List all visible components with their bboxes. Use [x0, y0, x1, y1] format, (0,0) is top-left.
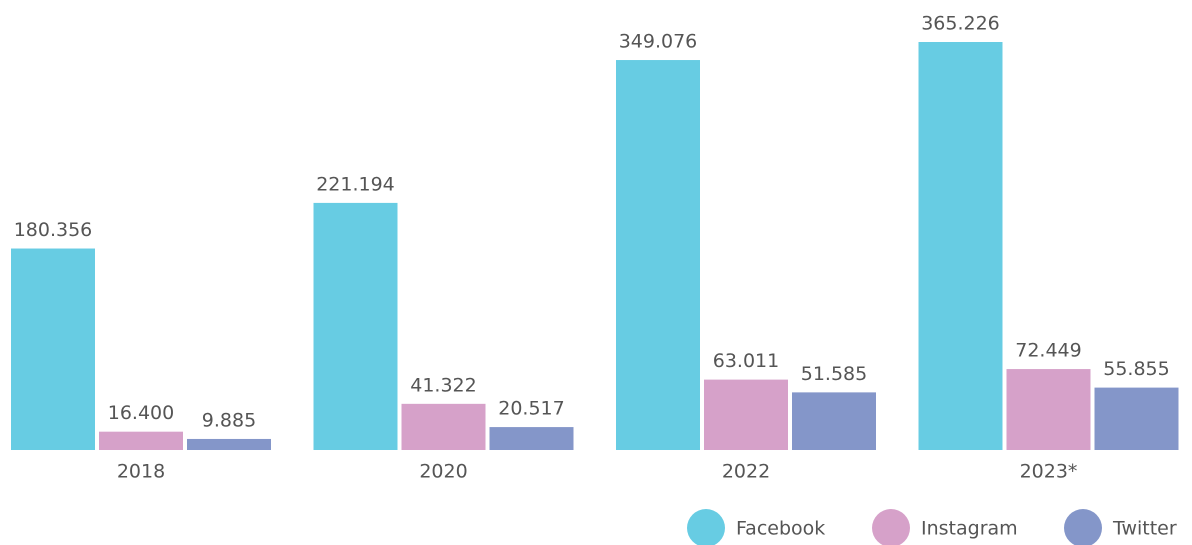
value-label: 20.517 — [498, 398, 564, 420]
legend-swatch — [687, 509, 725, 545]
bar — [918, 42, 1003, 450]
bar — [313, 202, 398, 450]
value-label: 180.356 — [14, 219, 93, 241]
bar — [489, 427, 574, 450]
bar — [99, 431, 183, 450]
legend-label: Instagram — [921, 518, 1018, 540]
value-label: 63.011 — [713, 350, 779, 372]
x-tick-label: 2022 — [722, 461, 770, 483]
bar — [1006, 369, 1091, 450]
value-label: 41.322 — [410, 374, 476, 396]
x-tick-label: 2020 — [419, 461, 467, 483]
x-tick-label: 2018 — [117, 461, 165, 483]
bar — [792, 392, 876, 450]
value-label: 9.885 — [202, 409, 256, 431]
x-tick-label: 2023* — [1020, 461, 1078, 483]
bar — [704, 379, 788, 450]
value-label: 16.400 — [108, 402, 174, 424]
legend-swatch — [872, 509, 910, 545]
value-label: 365.226 — [921, 13, 1000, 35]
bar — [1094, 387, 1179, 450]
value-label: 72.449 — [1015, 340, 1081, 362]
value-label: 51.585 — [801, 363, 867, 385]
bar — [616, 60, 700, 450]
value-label: 349.076 — [619, 31, 698, 53]
bar — [11, 248, 95, 450]
legend-swatch — [1064, 509, 1102, 545]
value-label: 55.855 — [1103, 358, 1169, 380]
bar — [401, 403, 486, 450]
legend-label: Twitter — [1112, 518, 1177, 540]
value-label: 221.194 — [316, 173, 395, 195]
bar — [187, 438, 271, 450]
legend-label: Facebook — [736, 518, 825, 540]
